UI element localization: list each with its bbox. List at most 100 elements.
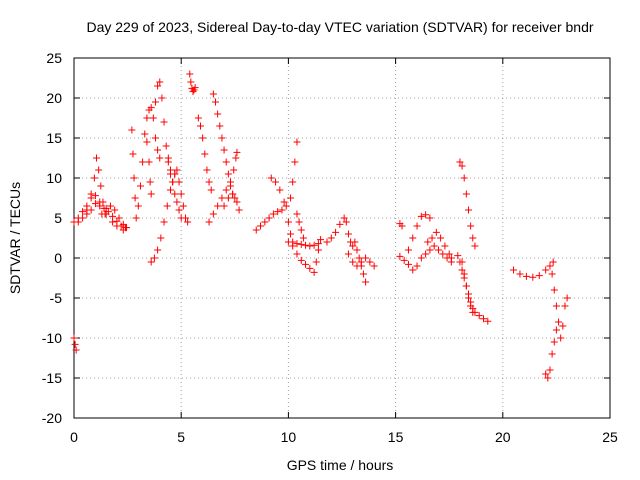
data-point bbox=[456, 158, 464, 166]
series-s15 bbox=[205, 148, 241, 226]
data-point bbox=[460, 270, 468, 278]
series-s30 bbox=[510, 258, 557, 281]
data-point bbox=[276, 186, 284, 194]
plot-frame bbox=[73, 57, 611, 419]
data-point bbox=[542, 266, 550, 274]
data-point bbox=[74, 218, 82, 226]
data-point bbox=[175, 178, 183, 186]
x-tick-label: 10 bbox=[281, 429, 297, 445]
data-point bbox=[218, 194, 226, 202]
data-point bbox=[314, 246, 322, 254]
data-point bbox=[233, 148, 241, 156]
data-point bbox=[409, 266, 417, 274]
data-point bbox=[362, 254, 370, 262]
data-point bbox=[160, 118, 168, 126]
data-point bbox=[426, 246, 434, 254]
data-point bbox=[522, 272, 530, 280]
data-point bbox=[179, 202, 187, 210]
data-point bbox=[173, 166, 181, 174]
data-point bbox=[99, 198, 107, 206]
data-point bbox=[220, 202, 228, 210]
data-point bbox=[460, 174, 468, 182]
data-point bbox=[552, 302, 560, 310]
y-tick-label: -20 bbox=[42, 410, 62, 426]
data-point bbox=[535, 272, 543, 280]
data-point bbox=[563, 294, 571, 302]
series-s04 bbox=[83, 154, 109, 218]
data-point bbox=[342, 218, 350, 226]
data-point bbox=[145, 158, 153, 166]
data-point bbox=[467, 222, 475, 230]
data-point bbox=[102, 204, 110, 212]
data-point bbox=[230, 166, 238, 174]
data-point bbox=[177, 190, 185, 198]
data-point bbox=[469, 234, 477, 242]
data-point bbox=[70, 334, 78, 342]
data-point bbox=[166, 166, 174, 174]
y-tick-label: 20 bbox=[46, 90, 62, 106]
data-point bbox=[432, 228, 440, 236]
data-point bbox=[90, 174, 98, 182]
data-point bbox=[297, 256, 305, 264]
data-point bbox=[205, 178, 213, 186]
data-point bbox=[207, 186, 215, 194]
series-s12 bbox=[186, 70, 199, 96]
data-point bbox=[229, 190, 237, 198]
data-point bbox=[398, 222, 406, 230]
data-point bbox=[314, 240, 322, 248]
data-point bbox=[154, 146, 162, 154]
data-point bbox=[351, 238, 359, 246]
data-point bbox=[214, 110, 222, 118]
data-point bbox=[143, 114, 151, 122]
data-point bbox=[123, 224, 131, 232]
data-point bbox=[194, 114, 202, 122]
data-point bbox=[555, 318, 563, 326]
data-point bbox=[98, 210, 106, 218]
data-point bbox=[203, 166, 211, 174]
data-point bbox=[430, 242, 438, 250]
data-point bbox=[265, 214, 273, 222]
data-point bbox=[439, 250, 447, 258]
data-point bbox=[480, 315, 488, 323]
data-point bbox=[428, 234, 436, 242]
data-point bbox=[93, 154, 101, 162]
data-point bbox=[413, 262, 421, 270]
data-point bbox=[458, 162, 466, 170]
data-point bbox=[214, 202, 222, 210]
data-point bbox=[212, 98, 220, 106]
x-tick-label: 15 bbox=[388, 429, 404, 445]
y-tick-label: 0 bbox=[54, 250, 62, 266]
data-point bbox=[299, 234, 307, 242]
data-point bbox=[232, 154, 240, 162]
data-point bbox=[310, 241, 318, 249]
data-point bbox=[136, 182, 144, 190]
data-point bbox=[458, 258, 466, 266]
data-point bbox=[115, 214, 123, 222]
data-point bbox=[359, 270, 367, 278]
x-tick-labels: 0 5 10 15 20 25 bbox=[70, 429, 618, 445]
y-tick-labels: -20 -15 -10 -5 0 5 10 15 20 25 bbox=[42, 50, 62, 426]
series-s07 bbox=[139, 104, 164, 166]
data-point bbox=[434, 246, 442, 254]
data-point bbox=[163, 202, 171, 210]
data-point bbox=[146, 178, 154, 186]
y-tick-label: 5 bbox=[54, 210, 62, 226]
data-point bbox=[201, 150, 209, 158]
series-s32 bbox=[542, 326, 560, 382]
data-point bbox=[362, 278, 370, 286]
series-s21 bbox=[323, 214, 370, 286]
data-point bbox=[166, 186, 174, 194]
y-tick-label: -10 bbox=[42, 330, 62, 346]
series-s13 bbox=[194, 114, 215, 194]
y-tick-label: 15 bbox=[46, 130, 62, 146]
data-point bbox=[561, 302, 569, 310]
series-s31 bbox=[548, 270, 571, 342]
data-point bbox=[282, 202, 290, 210]
data-point bbox=[209, 210, 217, 218]
data-point bbox=[295, 218, 303, 226]
data-point bbox=[426, 214, 434, 222]
data-point bbox=[160, 218, 168, 226]
data-point bbox=[269, 210, 277, 218]
data-point bbox=[156, 154, 164, 162]
data-point bbox=[205, 218, 213, 226]
